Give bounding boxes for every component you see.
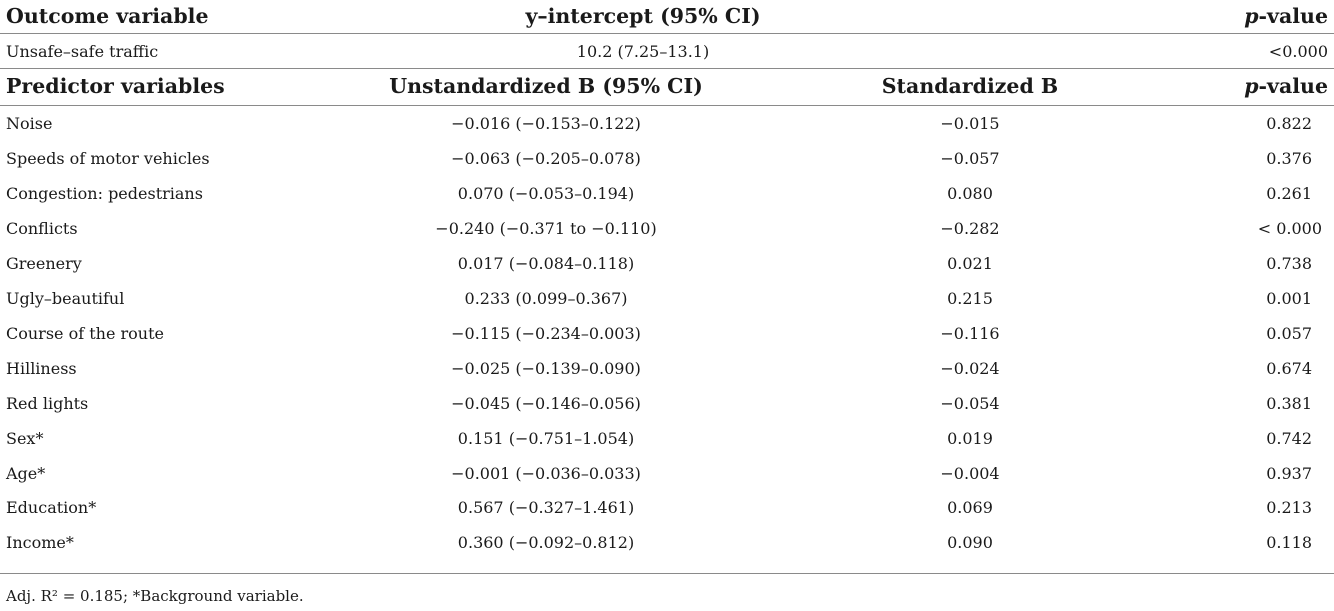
variable-cell: Education* (6, 498, 97, 517)
p-value-cell: 0.118 (1266, 533, 1312, 552)
variable-cell: Conflicts (6, 219, 78, 238)
p-value-cell: 0.738 (1266, 254, 1312, 273)
standardized-cell: −0.054 (940, 394, 1000, 413)
variable-cell: Congestion: pedestrians (6, 184, 203, 203)
outcome-variable-header: Outcome variable (6, 4, 209, 28)
intercept-cell: 10.2 (7.25–13.1) (576, 42, 710, 61)
unstandardized-cell: −0.063 (−0.205–0.078) (451, 149, 641, 168)
p-italic: p (1244, 74, 1259, 98)
standardized-cell: 0.021 (947, 254, 993, 273)
standardized-cell: 0.080 (947, 184, 993, 203)
unstandardized-b-header: Unstandardized B (95% CI) (389, 74, 703, 98)
p-value-cell: 0.057 (1266, 324, 1312, 343)
p-value-suffix: -value (1258, 74, 1328, 98)
unstandardized-cell: 0.233 (0.099–0.367) (464, 289, 628, 308)
p-value-cell: 0.674 (1266, 359, 1312, 378)
standardized-cell: 0.215 (947, 289, 993, 308)
p-value-cell: 0.822 (1266, 114, 1312, 133)
unstandardized-cell: −0.001 (−0.036–0.033) (451, 464, 641, 483)
outcome-p-value-header: p-value (1244, 4, 1328, 28)
p-value-cell: 0.937 (1266, 464, 1312, 483)
variable-cell: Course of the route (6, 324, 165, 343)
p-italic: p (1244, 4, 1259, 28)
outcome-rule (0, 68, 1334, 69)
p-value-cell: 0.742 (1266, 429, 1312, 448)
variable-cell: Age* (6, 464, 46, 483)
unstandardized-cell: −0.016 (−0.153–0.122) (451, 114, 641, 133)
standardized-b-header: Standardized B (881, 74, 1059, 98)
standardized-cell: −0.024 (940, 359, 1000, 378)
variable-cell: Red lights (6, 394, 89, 413)
unstandardized-cell: 0.151 (−0.751–1.054) (457, 429, 635, 448)
unstandardized-cell: −0.045 (−0.146–0.056) (451, 394, 641, 413)
p-value-cell: < 0.000 (1257, 219, 1322, 238)
unstandardized-cell: −0.115 (−0.234–0.003) (451, 324, 641, 343)
p-value-cell: 0.001 (1266, 289, 1312, 308)
standardized-cell: −0.015 (940, 114, 1000, 133)
standardized-cell: 0.069 (947, 498, 993, 517)
unstandardized-cell: 0.567 (−0.327–1.461) (457, 498, 635, 517)
variable-cell: Speeds of motor vehicles (6, 149, 210, 168)
variable-cell: Sex* (6, 429, 44, 448)
variable-cell: Greenery (6, 254, 82, 273)
variable-cell: Noise (6, 114, 53, 133)
unstandardized-cell: −0.025 (−0.139–0.090) (451, 359, 641, 378)
unstandardized-cell: −0.240 (−0.371 to −0.110) (435, 219, 657, 238)
p-value-cell: 0.261 (1266, 184, 1312, 203)
predictor-variables-header: Predictor variables (6, 74, 225, 98)
variable-cell: Income* (6, 533, 74, 552)
p-value-suffix: -value (1258, 4, 1328, 28)
standardized-cell: 0.090 (947, 533, 993, 552)
unstandardized-cell: 0.070 (−0.053–0.194) (457, 184, 635, 203)
standardized-cell: −0.282 (940, 219, 1000, 238)
outcome-p-cell: <0.000 (1268, 42, 1328, 61)
predictor-header-rule (0, 105, 1334, 106)
standardized-cell: −0.057 (940, 149, 1000, 168)
unstandardized-cell: 0.360 (−0.092–0.812) (457, 533, 635, 552)
standardized-cell: −0.116 (940, 324, 1000, 343)
predictor-p-value-header: p-value (1244, 74, 1328, 98)
standardized-cell: −0.004 (940, 464, 1000, 483)
variable-cell: Ugly–beautiful (6, 289, 125, 308)
standardized-cell: 0.019 (947, 429, 993, 448)
table-footnote: Adj. R² = 0.185; *Background variable. (6, 587, 304, 605)
bottom-rule (0, 573, 1334, 574)
variable-cell: Hilliness (6, 359, 77, 378)
y-intercept-header: y–intercept (95% CI) (525, 4, 761, 28)
outcome-variable-cell: Unsafe–safe traffic (6, 42, 159, 61)
unstandardized-cell: 0.017 (−0.084–0.118) (457, 254, 635, 273)
p-value-cell: 0.376 (1266, 149, 1312, 168)
header-rule (0, 33, 1334, 34)
p-value-cell: 0.381 (1266, 394, 1312, 413)
p-value-cell: 0.213 (1266, 498, 1312, 517)
